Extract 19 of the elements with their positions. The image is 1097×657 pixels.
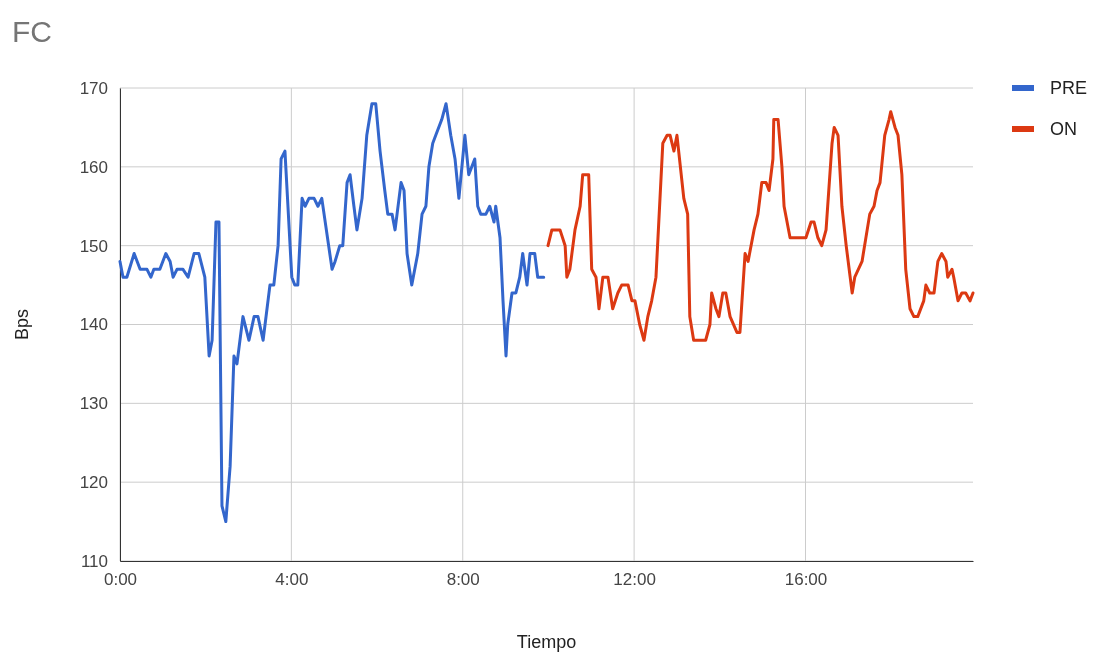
x-tick-label: 8:00: [446, 570, 480, 590]
x-tick-label: 0:00: [103, 570, 138, 590]
y-tick-label: 120: [79, 473, 108, 493]
y-tick-label: 170: [79, 78, 108, 98]
x-tick-label: 16:00: [784, 570, 828, 590]
y-axis-title: Bps: [12, 308, 32, 341]
legend-label: PRE: [1050, 78, 1088, 98]
y-tick-label: 110: [80, 551, 108, 571]
line-series: [118, 102, 546, 524]
chart-title: FC: [12, 15, 52, 48]
x-tick-label: 4:00: [275, 570, 309, 590]
y-tick-label: 150: [79, 236, 108, 256]
x-axis-title: Tiempo: [516, 632, 577, 652]
y-tick-label: 160: [79, 157, 108, 177]
y-tick-label: 130: [79, 394, 108, 414]
line-series: [546, 110, 975, 342]
legend-label: ON: [1050, 119, 1077, 139]
x-tick-label: 12:00: [613, 570, 656, 590]
y-tick-label: 140: [79, 315, 108, 335]
